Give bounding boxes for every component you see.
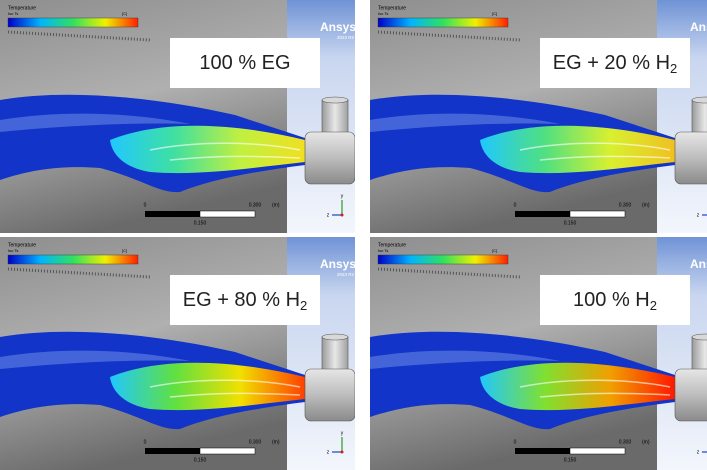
scale-end: 0.300 [619, 202, 632, 208]
scale-black [145, 211, 200, 217]
scale-start: 0 [144, 439, 147, 445]
nozzle-pipe-top [322, 334, 348, 340]
panel-label: EG + 80 % H2 [183, 289, 308, 313]
figure: Ansys2023 R2TemperatureIso Ts[C]100 % EG… [0, 0, 707, 470]
scale-white [200, 448, 255, 454]
scale-start: 0 [514, 202, 517, 208]
color-bar [378, 18, 508, 27]
scale-unit: (m) [642, 439, 650, 445]
nozzle-pipe [322, 100, 348, 135]
brand-version: 2023 R2 [337, 272, 355, 277]
scale-mid: 0.150 [194, 457, 207, 463]
color-bar [8, 18, 138, 27]
brand-version: 2023 R2 [337, 35, 355, 40]
scale-unit: (m) [272, 202, 280, 208]
scale-unit: (m) [642, 202, 650, 208]
legend-subtitle: Iso Ts [378, 11, 388, 16]
color-bar [8, 255, 138, 264]
nozzle-body [675, 132, 707, 184]
panel-label-text: EG + 80 % H [183, 289, 300, 311]
scale-white [200, 211, 255, 217]
axis-x [341, 214, 344, 217]
legend-unit: [C] [122, 11, 127, 16]
panel-label: 100 % H2 [573, 289, 657, 313]
scale-unit: (m) [272, 439, 280, 445]
panel-label: EG + 20 % H2 [553, 52, 678, 76]
brand-name: Ansys [320, 257, 356, 271]
legend-unit: [C] [122, 248, 127, 253]
legend-subtitle: Iso Ts [378, 248, 388, 253]
scale-black [515, 211, 570, 217]
scale-start: 0 [514, 439, 517, 445]
brand-name: Ansys [320, 20, 356, 34]
nozzle-body [305, 369, 355, 421]
nozzle-pipe-top [692, 334, 707, 340]
nozzle-pipe-top [322, 97, 348, 103]
scale-mid: 0.150 [194, 220, 207, 226]
nozzle-pipe-top [692, 97, 707, 103]
panel-label: 100 % EG [199, 52, 290, 74]
panel-label-sub: 2 [670, 61, 677, 76]
panel-label-text: EG + 20 % H [553, 52, 670, 74]
scale-mid: 0.150 [564, 220, 577, 226]
scale-black [515, 448, 570, 454]
scale-end: 0.300 [249, 439, 262, 445]
scale-end: 0.300 [619, 439, 632, 445]
panel-label-sub: 2 [650, 298, 657, 313]
panel-label-text: 100 % H [573, 289, 650, 311]
brand-name: Ansys [690, 257, 707, 271]
legend-subtitle: Iso Ts [8, 248, 18, 253]
color-bar [378, 255, 508, 264]
scale-mid: 0.150 [564, 457, 577, 463]
panel-label-sub: 2 [300, 298, 307, 313]
brand-name: Ansys [690, 20, 707, 34]
nozzle-body [305, 132, 355, 184]
nozzle-pipe [322, 337, 348, 372]
legend-unit: [C] [492, 11, 497, 16]
scale-white [570, 448, 625, 454]
legend-subtitle: Iso Ts [8, 11, 18, 16]
nozzle-body [675, 369, 707, 421]
panel-label-text: 100 % EG [199, 52, 290, 74]
scale-end: 0.300 [249, 202, 262, 208]
nozzle-pipe [692, 337, 707, 372]
axis-x [341, 451, 344, 454]
legend-unit: [C] [492, 248, 497, 253]
scale-black [145, 448, 200, 454]
scale-white [570, 211, 625, 217]
scale-start: 0 [144, 202, 147, 208]
nozzle-pipe [692, 100, 707, 135]
